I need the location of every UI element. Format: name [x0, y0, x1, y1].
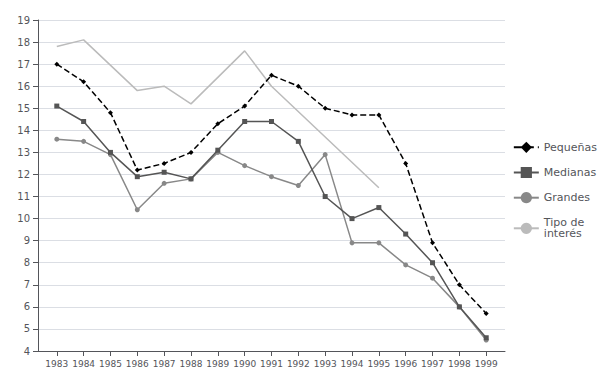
svg-text:10: 10 — [17, 213, 30, 224]
svg-text:19: 19 — [17, 15, 30, 26]
svg-text:5: 5 — [24, 323, 30, 334]
svg-text:1987: 1987 — [153, 359, 176, 369]
svg-text:1991: 1991 — [260, 359, 283, 369]
svg-text:Grandes: Grandes — [544, 191, 591, 204]
svg-text:1996: 1996 — [394, 359, 417, 369]
svg-text:14: 14 — [17, 125, 30, 136]
svg-text:1986: 1986 — [126, 359, 149, 369]
svg-text:1993: 1993 — [314, 359, 337, 369]
svg-text:8: 8 — [24, 257, 30, 268]
svg-text:Medianas: Medianas — [544, 166, 597, 179]
svg-text:1989: 1989 — [206, 359, 229, 369]
svg-text:1985: 1985 — [99, 359, 122, 369]
svg-text:15: 15 — [17, 103, 30, 114]
svg-text:Tipo de: Tipo de — [543, 216, 585, 230]
svg-text:4: 4 — [24, 346, 30, 357]
svg-text:11: 11 — [17, 191, 30, 202]
svg-text:18: 18 — [17, 37, 30, 48]
svg-text:9: 9 — [24, 235, 30, 246]
svg-text:16: 16 — [17, 81, 30, 92]
svg-text:interés: interés — [544, 227, 582, 240]
svg-text:1992: 1992 — [287, 359, 310, 369]
svg-text:1984: 1984 — [72, 359, 95, 369]
svg-text:Pequeñas: Pequeñas — [544, 141, 597, 154]
svg-text:1990: 1990 — [233, 359, 256, 369]
svg-text:7: 7 — [24, 279, 30, 290]
svg-text:12: 12 — [17, 169, 30, 180]
svg-text:1988: 1988 — [180, 359, 203, 369]
svg-text:1997: 1997 — [421, 359, 444, 369]
svg-text:13: 13 — [17, 147, 30, 158]
svg-text:1994: 1994 — [341, 359, 364, 369]
svg-text:1998: 1998 — [448, 359, 471, 369]
svg-text:1995: 1995 — [367, 359, 390, 369]
svg-text:17: 17 — [17, 59, 30, 70]
svg-text:6: 6 — [24, 301, 30, 312]
svg-text:1983: 1983 — [45, 359, 68, 369]
svg-text:1999: 1999 — [475, 359, 498, 369]
